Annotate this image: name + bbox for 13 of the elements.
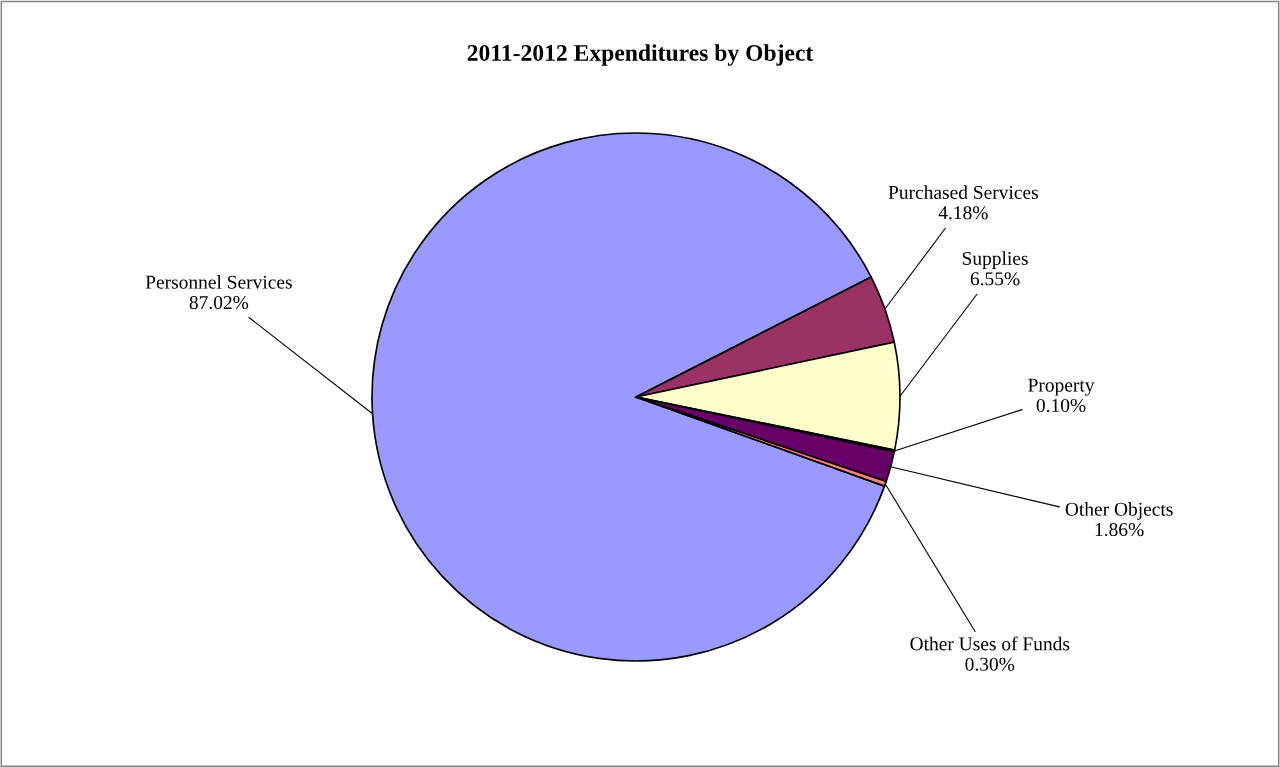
slice-label: Other Uses of Funds <box>910 636 1070 651</box>
data-label: 6.55% <box>970 272 1020 286</box>
slice-label: Property <box>1028 378 1095 396</box>
slice-label: Personnel Services <box>145 275 292 289</box>
slice-label: Other Objects <box>1065 502 1173 520</box>
slice-label: Supplies <box>962 251 1028 269</box>
data-label: 87.02% <box>189 295 249 310</box>
chart-title: 2011-2012 Expenditures by Object <box>467 44 814 66</box>
slice-label: Purchased Services <box>888 185 1038 199</box>
data-label: 1.86% <box>1095 522 1144 537</box>
data-label: 0.10% <box>1036 398 1086 413</box>
data-label: 4.18% <box>938 206 988 220</box>
data-label: 0.30% <box>965 657 1015 671</box>
